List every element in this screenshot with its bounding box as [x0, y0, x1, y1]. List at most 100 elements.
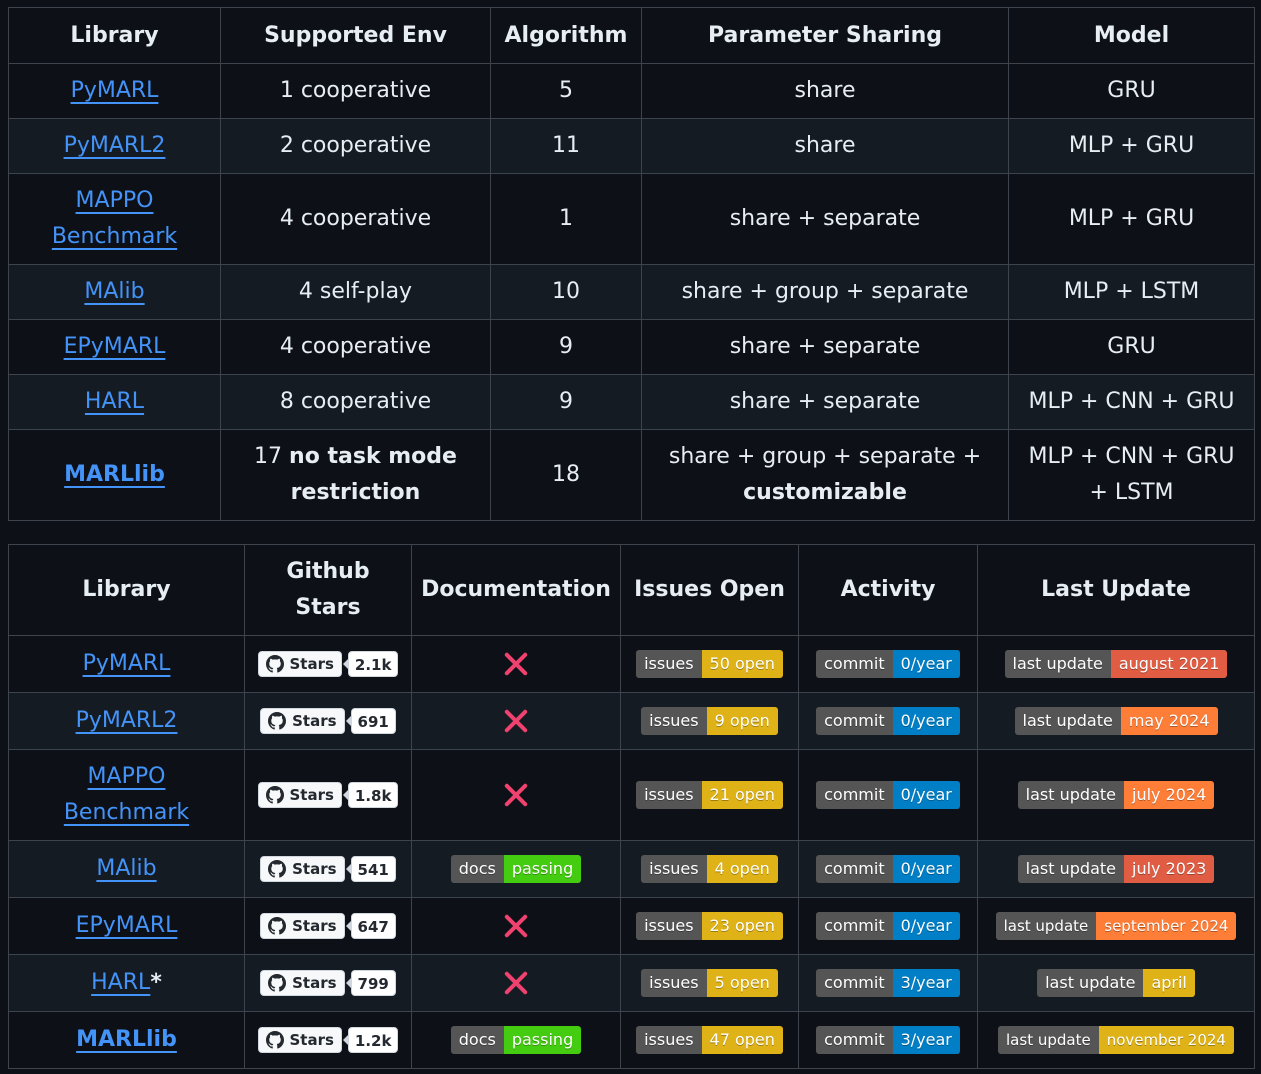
docs-cell [411, 954, 621, 1012]
stars-button[interactable]: Stars [257, 782, 342, 808]
activity-badge[interactable]: commit 0/year [816, 855, 960, 883]
model-cell: MLP + GRU [1008, 118, 1255, 174]
library-link[interactable]: MARLlib [76, 1027, 177, 1052]
github-stars-badge[interactable]: Stars 799 [260, 970, 396, 996]
stars-count[interactable]: 1.8k [342, 782, 399, 808]
badge-key: commit [816, 781, 893, 809]
badge-value: 50 open [701, 650, 783, 678]
github-stars-badge[interactable]: Stars 2.1k [257, 651, 399, 677]
docs-cell [411, 692, 621, 750]
badge-value: july 2023 [1124, 855, 1215, 883]
issues-badge[interactable]: issues 47 open [636, 1026, 783, 1054]
library-link[interactable]: MAPPO Benchmark [64, 764, 189, 825]
header-documentation: Documentation [411, 544, 621, 636]
last-update-badge[interactable]: last update may 2024 [1014, 707, 1218, 735]
library-link[interactable]: HARL [91, 970, 151, 995]
activity-badge[interactable]: commit 0/year [816, 912, 960, 940]
last-update-cell: last update july 2023 [977, 840, 1255, 898]
badge-key: commit [816, 707, 893, 735]
stars-count[interactable]: 2.1k [342, 651, 399, 677]
last-update-badge[interactable]: last update september 2024 [995, 912, 1237, 940]
library-link-pymarl[interactable]: PyMARL [70, 78, 159, 103]
last-update-badge[interactable]: last update november 2024 [998, 1026, 1234, 1054]
activity-cell: commit 0/year [798, 840, 978, 898]
library-cell: MAlib [8, 264, 221, 320]
github-stars-badge[interactable]: Stars 1.2k [257, 1027, 399, 1053]
algorithm-cell: 5 [490, 63, 642, 119]
badge-key: issues [636, 1026, 702, 1054]
stars-label: Stars [292, 712, 337, 730]
stars-count[interactable]: 647 [345, 913, 396, 939]
activity-badge[interactable]: commit 3/year [816, 969, 960, 997]
stars-button[interactable]: Stars [257, 651, 342, 677]
stars-count[interactable]: 691 [345, 708, 396, 734]
library-cell: PyMARL [8, 63, 221, 119]
table-row: MAPPO Benchmark Stars 1.8k issues 21 open comm… [8, 749, 1255, 841]
issues-badge[interactable]: issues 50 open [636, 650, 783, 678]
table-row: PyMARL Stars 2.1k issues 50 open commit 0/year… [8, 635, 1255, 693]
model-line2: + LSTM [1089, 480, 1174, 505]
badge-value: july 2024 [1124, 781, 1215, 809]
badge-key: last update [1017, 781, 1124, 809]
issues-badge[interactable]: issues 9 open [641, 707, 778, 735]
table-row: PyMARL2 2 cooperative 11 share MLP + GRU [8, 118, 1255, 174]
stars-button[interactable]: Stars [260, 913, 345, 939]
library-link-mappo-benchmark[interactable]: MAPPO Benchmark [52, 188, 177, 249]
stars-button[interactable]: Stars [260, 970, 345, 996]
stars-cell: Stars 691 [244, 692, 412, 750]
github-stars-badge[interactable]: Stars 647 [260, 913, 396, 939]
stars-count[interactable]: 541 [345, 856, 396, 882]
library-link[interactable]: MAlib [96, 856, 157, 881]
stars-count[interactable]: 1.2k [342, 1027, 399, 1053]
model-cell: MLP + CNN + GRU + LSTM [1008, 429, 1255, 521]
header-parameter-sharing: Parameter Sharing [641, 7, 1009, 64]
activity-cell: commit 3/year [798, 954, 978, 1012]
table-row: EPyMARL 4 cooperative 9 share + separate… [8, 319, 1255, 375]
badge-value: 0/year [892, 855, 960, 883]
github-icon [268, 712, 287, 730]
stars-button[interactable]: Stars [257, 1027, 342, 1053]
issues-badge[interactable]: issues 5 open [641, 969, 778, 997]
activity-badge[interactable]: commit 0/year [816, 707, 960, 735]
library-link-epymarl[interactable]: EPyMARL [63, 334, 166, 359]
library-link-harl[interactable]: HARL [84, 389, 145, 414]
docs-badge[interactable]: docs passing [450, 855, 582, 883]
last-update-badge[interactable]: last update august 2021 [1004, 650, 1228, 678]
badge-key: commit [816, 650, 893, 678]
stars-button[interactable]: Stars [260, 856, 345, 882]
header-last-update: Last Update [977, 544, 1255, 636]
github-stars-badge[interactable]: Stars 541 [260, 856, 396, 882]
library-link[interactable]: EPyMARL [75, 913, 178, 938]
github-icon [268, 860, 287, 878]
library-link[interactable]: PyMARL2 [75, 708, 178, 733]
cross-mark-icon [503, 913, 529, 939]
issues-badge[interactable]: issues 23 open [636, 912, 783, 940]
activity-badge[interactable]: commit 3/year [816, 1026, 960, 1054]
library-link-malib[interactable]: MAlib [84, 279, 145, 304]
sharing-cell: share + separate [641, 319, 1009, 375]
last-update-badge[interactable]: last update july 2023 [1017, 855, 1215, 883]
github-stars-badge[interactable]: Stars 691 [260, 708, 396, 734]
last-update-cell: last update november 2024 [977, 1011, 1255, 1069]
sharing-cell: share [641, 63, 1009, 119]
docs-badge[interactable]: docs passing [450, 1026, 582, 1054]
library-link-marllib[interactable]: MARLlib [64, 462, 165, 487]
model-line1: MLP + CNN + GRU [1028, 444, 1235, 469]
env-cell: 1 cooperative [220, 63, 491, 119]
badge-value: passing [503, 855, 582, 883]
activity-badge[interactable]: commit 0/year [816, 781, 960, 809]
last-update-badge[interactable]: last update april [1037, 969, 1195, 997]
table-row: MAPPO Benchmark 4 cooperative 1 share + s… [8, 173, 1255, 265]
github-stars-badge[interactable]: Stars 1.8k [257, 782, 399, 808]
issues-badge[interactable]: issues 4 open [641, 855, 778, 883]
stars-button[interactable]: Stars [260, 708, 345, 734]
stars-count[interactable]: 799 [345, 970, 396, 996]
library-link[interactable]: PyMARL [82, 651, 171, 676]
last-update-badge[interactable]: last update july 2024 [1017, 781, 1215, 809]
issues-badge[interactable]: issues 21 open [636, 781, 783, 809]
activity-badge[interactable]: commit 0/year [816, 650, 960, 678]
stars-cell: Stars 799 [244, 954, 412, 1012]
badge-key: last update [1004, 650, 1111, 678]
library-link-pymarl2[interactable]: PyMARL2 [63, 133, 166, 158]
badge-value: 23 open [701, 912, 783, 940]
